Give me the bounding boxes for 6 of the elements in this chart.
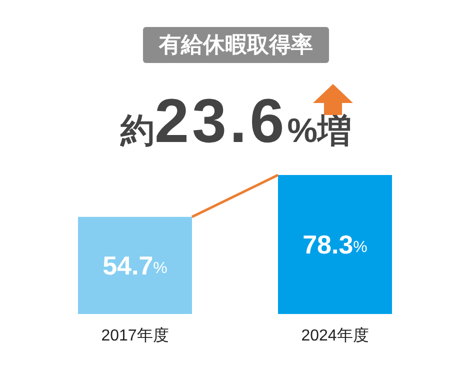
data-label: 54.7% xyxy=(102,250,168,280)
text: 約23.6%増 xyxy=(120,87,352,156)
chart-title: 有給休暇取得率 xyxy=(143,27,329,63)
x-tick-label: 2024年度 xyxy=(301,326,369,344)
x-tick-label: 2017年度 xyxy=(101,326,169,344)
data-label: 78.3% xyxy=(302,230,368,260)
